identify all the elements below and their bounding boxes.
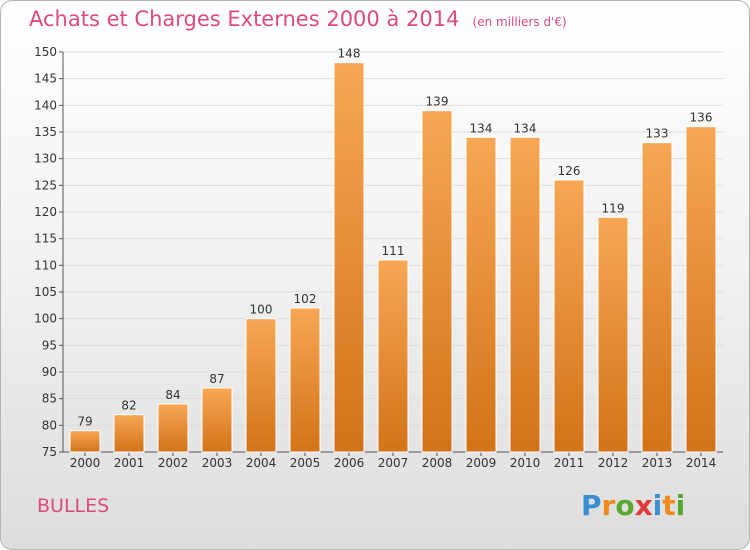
y-tick-label: 120 [34, 205, 57, 219]
bar [597, 216, 629, 453]
x-tick-label: 2000 [70, 456, 101, 470]
x-tick-label: 2004 [246, 456, 277, 470]
logo-letter: r [601, 489, 616, 522]
x-tick-label: 2012 [598, 456, 629, 470]
x-tick-label: 2002 [158, 456, 189, 470]
data-label: 102 [294, 292, 317, 306]
data-label: 119 [602, 201, 625, 215]
bar [465, 136, 497, 453]
data-label: 126 [558, 164, 581, 178]
bar [377, 259, 409, 453]
bar [157, 403, 189, 453]
y-tick-label: 80 [42, 418, 57, 432]
logo-letter: i [652, 489, 663, 522]
bar [421, 110, 453, 453]
y-tick-label: 130 [34, 152, 57, 166]
bar [685, 126, 717, 453]
x-tick-label: 2011 [554, 456, 585, 470]
y-tick-label: 140 [34, 98, 57, 112]
y-tick-label: 150 [34, 45, 57, 59]
chart-title: Achats et Charges Externes 2000 à 2014 (… [29, 7, 567, 31]
y-tick-label: 100 [34, 312, 57, 326]
data-label: 148 [338, 47, 361, 61]
data-label: 111 [382, 244, 405, 258]
logo-letter: x [634, 489, 653, 522]
bar [333, 62, 365, 453]
data-label: 139 [426, 95, 449, 109]
unit-text: (en milliers d'€) [472, 15, 567, 29]
bar-layer [69, 62, 717, 453]
y-tick-label: 105 [34, 285, 57, 299]
y-tick-label: 95 [42, 338, 57, 352]
logo-letter: o [615, 489, 635, 522]
logo-letter: i [675, 489, 686, 522]
data-label: 100 [250, 303, 273, 317]
data-label: 134 [514, 121, 537, 135]
x-tick-label: 2001 [114, 456, 145, 470]
proxiti-logo: Proxiti [581, 489, 685, 522]
y-tick-label: 85 [42, 392, 57, 406]
x-tick-label: 2005 [290, 456, 321, 470]
x-tick-label: 2009 [466, 456, 497, 470]
bar [113, 414, 145, 453]
bar [69, 430, 101, 453]
data-label: 87 [209, 372, 224, 386]
data-label: 136 [690, 111, 713, 125]
x-tick-label: 2014 [686, 456, 717, 470]
bar [201, 387, 233, 453]
y-tick-label: 135 [34, 125, 57, 139]
bar [289, 307, 321, 453]
x-tick-label: 2007 [378, 456, 409, 470]
y-tick-label: 145 [34, 72, 57, 86]
data-label: 84 [165, 388, 180, 402]
y-tick-label: 90 [42, 365, 57, 379]
bar [245, 318, 277, 453]
title-text: Achats et Charges Externes 2000 à 2014 [29, 7, 460, 31]
data-label: 133 [646, 127, 669, 141]
logo-letter: t [662, 489, 676, 522]
label-layer: 79 82 84 87 100 102 148 111 139 134 134 126 119 133 13… [77, 47, 712, 429]
y-tick-label: 115 [34, 232, 57, 246]
data-label: 82 [121, 399, 136, 413]
y-tick-label: 125 [34, 178, 57, 192]
bar [641, 142, 673, 453]
x-tick-label: 2006 [334, 456, 365, 470]
x-tick-label: 2010 [510, 456, 541, 470]
commune-name: BULLES [37, 495, 110, 517]
bar [553, 179, 585, 453]
x-tick-label: 2003 [202, 456, 233, 470]
data-label: 134 [470, 121, 493, 135]
x-tick-label: 2008 [422, 456, 453, 470]
data-label: 79 [77, 415, 92, 429]
y-tick-label: 75 [42, 445, 57, 459]
logo-letter: P [581, 489, 602, 522]
x-tick-label: 2013 [642, 456, 673, 470]
bar [509, 136, 541, 453]
y-tick-label: 110 [34, 258, 57, 272]
